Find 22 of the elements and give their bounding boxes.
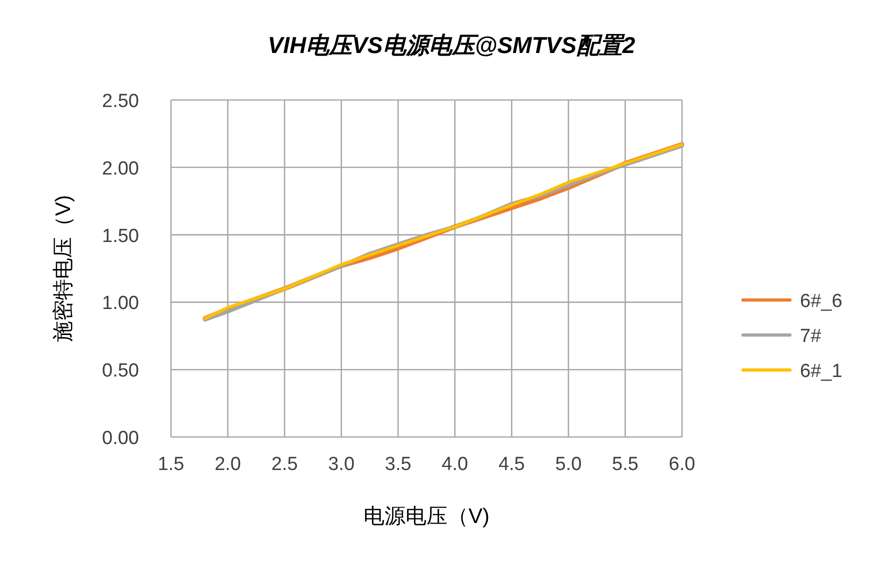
y-tick-label: 0.00 [102, 428, 139, 449]
y-tick-label: 0.50 [102, 360, 139, 382]
y-axis-title: 施密特电压（V) [52, 195, 75, 342]
y-tick-label: 2.50 [102, 91, 139, 112]
y-tick-label: 2.00 [102, 158, 139, 180]
x-tick-label: 5.0 [555, 454, 582, 475]
y-tick-label: 1.50 [102, 226, 139, 247]
x-tick-label: 5.5 [612, 454, 638, 475]
x-tick-label: 3.0 [328, 454, 355, 475]
x-axis-title: 电源电压（V) [364, 505, 490, 528]
y-tick-label: 1.00 [102, 293, 139, 314]
legend-label: 7# [800, 326, 822, 347]
legend-label: 6#_1 [800, 361, 842, 382]
x-tick-label: 6.0 [668, 454, 696, 475]
x-tick-label: 3.5 [384, 454, 412, 475]
x-tick-label: 2.0 [214, 454, 241, 475]
x-tick-label: 4.5 [498, 454, 525, 475]
chart-title: VIH电压VS电源电压@SMTVS配置2 [268, 32, 636, 58]
x-tick-label: 2.5 [271, 454, 298, 475]
x-tick-label: 4.0 [442, 454, 468, 475]
legend-label: 6#_6 [800, 291, 842, 312]
x-tick-label: 1.5 [158, 454, 184, 475]
